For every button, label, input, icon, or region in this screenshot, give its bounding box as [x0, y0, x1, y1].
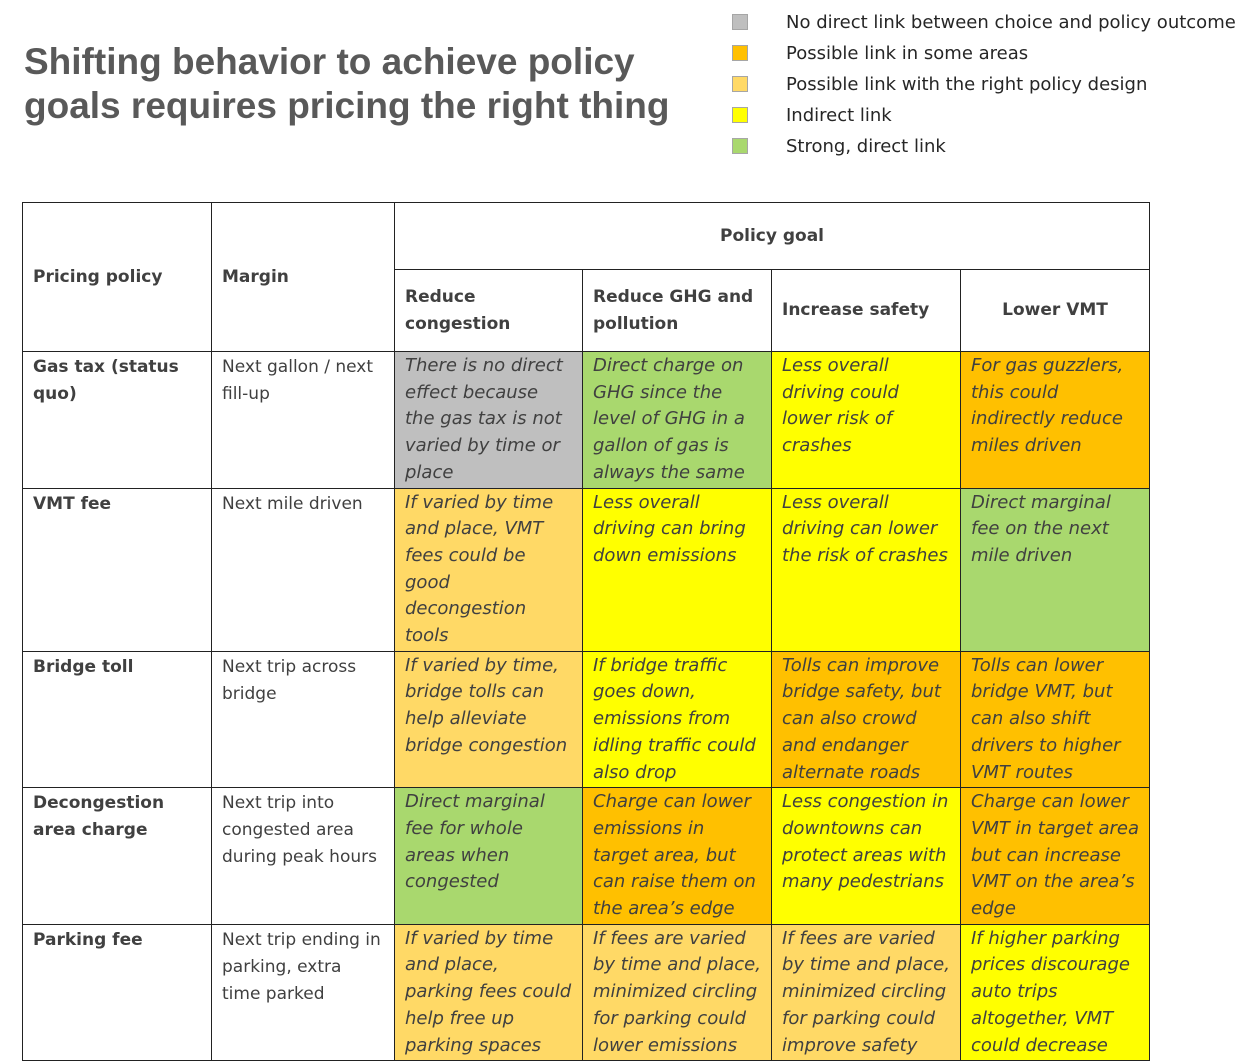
- goal-cell: Tolls can improve bridge safety, but can…: [771, 650, 961, 789]
- legend-swatch-light-orange: [732, 76, 748, 92]
- legend-label: Strong, direct link: [786, 136, 946, 157]
- goal-cell: If varied by time and place, parking fee…: [394, 923, 583, 1061]
- legend-label: No direct link between choice and policy…: [786, 12, 1236, 33]
- goal-cell: If fees are varied by time and place, mi…: [771, 923, 961, 1061]
- legend-swatch-green: [732, 138, 748, 154]
- row-policy-name: Gas tax (status quo): [22, 351, 212, 489]
- header-goal-ghg: Reduce GHG and pollution: [582, 269, 772, 352]
- row-policy-name: Parking fee: [22, 923, 212, 1061]
- goal-cell: Direct marginal fee on the next mile dri…: [960, 487, 1150, 652]
- header-row-2: Reduce congestion Reduce GHG and polluti…: [23, 269, 1150, 352]
- title-line-2: goals requires pricing the right thing: [24, 85, 670, 126]
- row-margin: Next trip ending in parking, extra time …: [211, 923, 395, 1061]
- goal-cell: Direct marginal fee for whole areas when…: [394, 787, 583, 925]
- table-row: Bridge toll Next trip across bridge If v…: [22, 650, 1150, 789]
- goal-cell: Charge can lower emissions in target are…: [582, 787, 772, 925]
- header-margin: Margin: [211, 202, 395, 352]
- legend-label: Possible link with the right policy desi…: [786, 74, 1148, 95]
- legend-swatch-yellow: [732, 107, 748, 123]
- goal-cell: Tolls can lower bridge VMT, but can also…: [960, 650, 1150, 789]
- goal-cell: Less overall driving can bring down emis…: [582, 487, 772, 652]
- table-row: Decongestion area charge Next trip into …: [22, 787, 1150, 925]
- goal-cell: If fees are varied by time and place, mi…: [582, 923, 772, 1061]
- goal-cell: Direct charge on GHG since the level of …: [582, 351, 772, 489]
- table-row: Gas tax (status quo) Next gallon / next …: [22, 351, 1150, 489]
- goal-cell: If bridge traffic goes down, emissions f…: [582, 650, 772, 789]
- legend-swatch-gray: [732, 14, 748, 30]
- row-policy-name: VMT fee: [22, 487, 212, 652]
- goal-cell: Less congestion in downtowns can protect…: [771, 787, 961, 925]
- legend-label: Possible link in some areas: [786, 43, 1029, 64]
- goal-cell: If varied by time and place, VMT fees co…: [394, 487, 583, 652]
- header-goal-vmt: Lower VMT: [960, 269, 1150, 352]
- row-margin: Next trip into congested area during pea…: [211, 787, 395, 925]
- goal-cell: There is no direct effect because the ga…: [394, 351, 583, 489]
- header-policy-goal: Policy goal: [394, 202, 1150, 270]
- row-margin: Next gallon / next fill-up: [211, 351, 395, 489]
- row-margin: Next trip across bridge: [211, 650, 395, 789]
- header-goal-congestion: Reduce congestion: [394, 269, 583, 352]
- goal-cell: Less overall driving can lower the risk …: [771, 487, 961, 652]
- goal-cell: Less overall driving could lower risk of…: [771, 351, 961, 489]
- goal-cell: Charge can lower VMT in target area but …: [960, 787, 1150, 925]
- header-goal-safety: Increase safety: [771, 269, 961, 352]
- header-row-1: Pricing policy Margin Policy goal: [22, 202, 1150, 352]
- table-row: Parking fee Next trip ending in parking,…: [22, 923, 1150, 1061]
- header-pricing-policy: Pricing policy: [22, 202, 212, 352]
- legend-swatch-orange: [732, 45, 748, 61]
- page-title: Shifting behavior to achieve policy goal…: [24, 40, 704, 128]
- row-policy-name: Bridge toll: [22, 650, 212, 789]
- title-line-1: Shifting behavior to achieve policy: [24, 41, 635, 82]
- pricing-policy-table: Pricing policy Margin Policy goal Reduce…: [22, 202, 1150, 1061]
- goal-cell: If varied by time, bridge tolls can help…: [394, 650, 583, 789]
- row-margin: Next mile driven: [211, 487, 395, 652]
- row-policy-name: Decongestion area charge: [22, 787, 212, 925]
- legend-label: Indirect link: [786, 105, 892, 126]
- goal-cell: For gas guzzlers, this could indirectly …: [960, 351, 1150, 489]
- table-row: VMT fee Next mile driven If varied by ti…: [22, 487, 1150, 652]
- goal-cell: If higher parking prices discourage auto…: [960, 923, 1150, 1061]
